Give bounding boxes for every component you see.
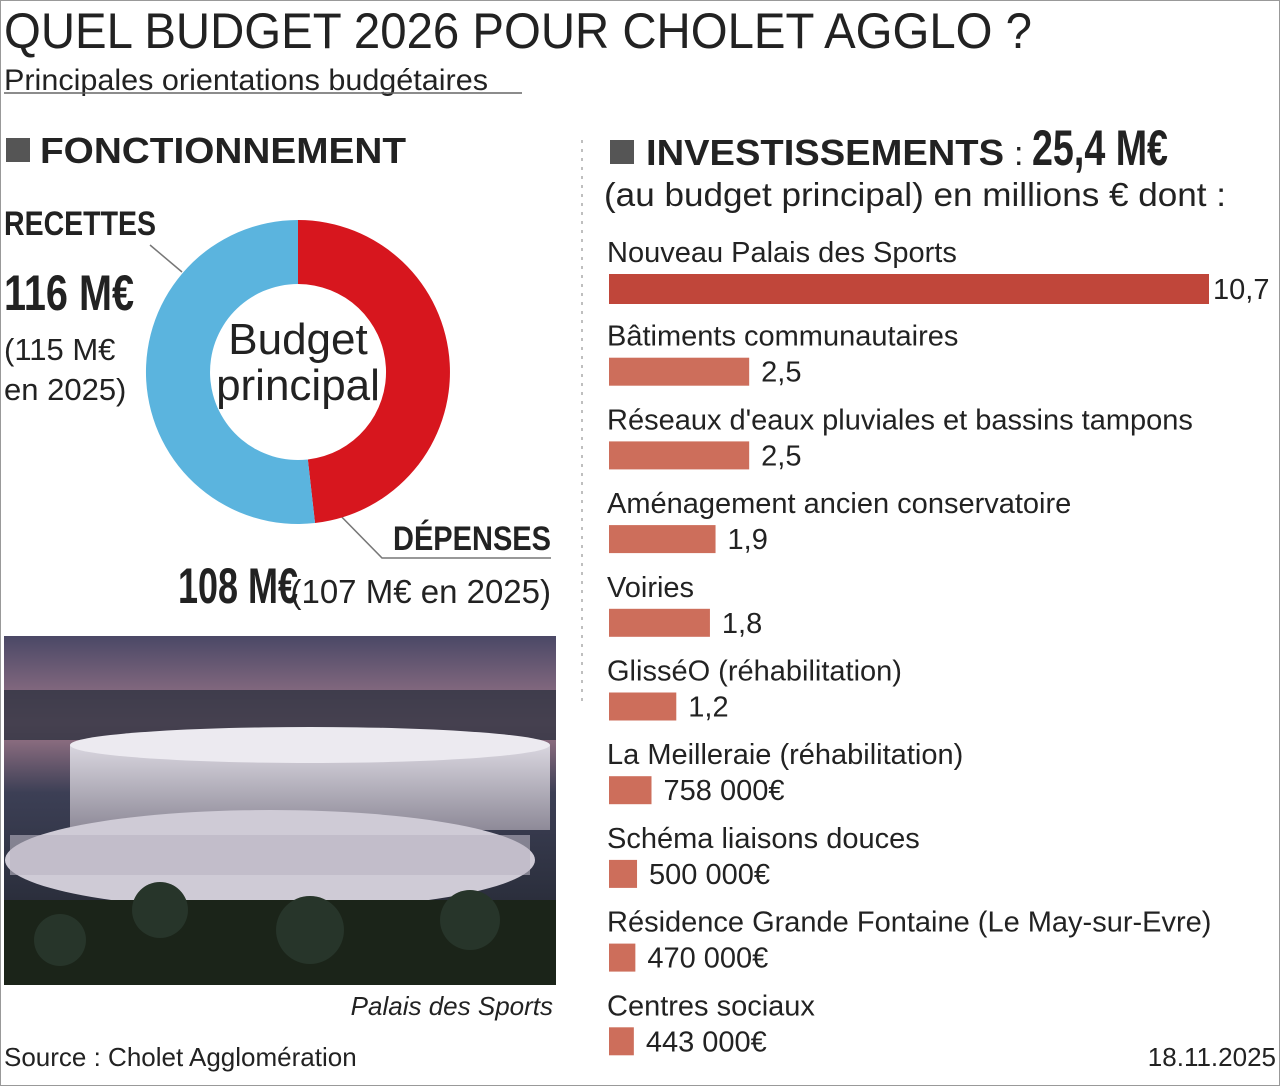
leader-line: [329, 504, 551, 559]
value-label: 443 000€: [646, 1026, 767, 1058]
category-label: Bâtiments communautaires: [607, 321, 958, 353]
leader-line: [149, 244, 183, 273]
value-label: 1,8: [722, 608, 762, 640]
bullet: [610, 140, 634, 164]
value-label: 500 000€: [649, 859, 770, 891]
note: en 2025): [4, 372, 126, 407]
section-title: FONCTIONNEMENT: [40, 130, 406, 171]
note: (107 M€ en 2025): [290, 573, 551, 610]
legend-label: RECETTES: [4, 205, 156, 243]
value-label: 2,5: [761, 357, 801, 389]
donut-segment: [298, 220, 450, 524]
category-label: La Meilleraie (réhabilitation): [607, 739, 963, 771]
bar: [609, 776, 652, 805]
bar-chart: Nouveau Palais des Sports 10,7 Bâtiments c…: [607, 237, 1269, 1058]
bar: [609, 441, 750, 470]
bar: [609, 692, 677, 721]
photo-caption: Palais des Sports: [351, 991, 553, 1021]
bullet: [6, 138, 30, 162]
note: (115 M€: [4, 332, 115, 367]
bar: [609, 357, 750, 386]
value-label: 10,7: [1213, 274, 1269, 306]
category-label: Résidence Grande Fontaine (Le May-sur-Ev…: [607, 907, 1211, 939]
section-title: INVESTISSEMENTS: [646, 132, 1004, 173]
center-label: Budget: [228, 315, 367, 364]
value-label: 108 M€: [178, 558, 298, 614]
donut-segment: [145, 219, 316, 524]
category-label: Aménagement ancien conservatoire: [607, 488, 1071, 520]
center-label: principal: [216, 361, 380, 410]
title: QUEL BUDGET 2026 POUR CHOLET AGGLO ?: [4, 3, 1032, 59]
bar: [609, 943, 636, 972]
value-label: 758 000€: [664, 775, 785, 807]
category-label: Voiries: [607, 572, 694, 604]
subtitle: Principales orientations budgétaires: [4, 64, 488, 97]
value-label: 116 M€: [4, 265, 134, 321]
category-label: Nouveau Palais des Sports: [607, 237, 957, 269]
category-label: GlisséO (réhabilitation): [607, 656, 902, 688]
bar: [609, 859, 638, 888]
value-label: 1,2: [688, 692, 728, 724]
date: 18.11.2025: [1148, 1042, 1276, 1072]
separator: :: [1014, 135, 1023, 173]
bar: [609, 1027, 634, 1056]
bar: [609, 274, 1209, 304]
photo: [4, 636, 556, 985]
category-label: Centres sociaux: [607, 990, 815, 1022]
category-label: Réseaux d'eaux pluviales et bassins tamp…: [607, 404, 1193, 436]
value-label: 1,9: [728, 524, 768, 556]
value-label: 2,5: [761, 440, 801, 472]
source: Source : Cholet Agglomération: [4, 1042, 357, 1072]
value-label: 470 000€: [647, 943, 768, 975]
subtitle: (au budget principal) en millions € dont…: [604, 176, 1226, 213]
legend-label: DÉPENSES: [393, 520, 551, 558]
total: 25,4 M€: [1032, 120, 1168, 176]
bar: [609, 525, 716, 554]
bar: [609, 608, 710, 637]
category-label: Schéma liaisons douces: [607, 823, 920, 855]
donut: [145, 219, 450, 524]
